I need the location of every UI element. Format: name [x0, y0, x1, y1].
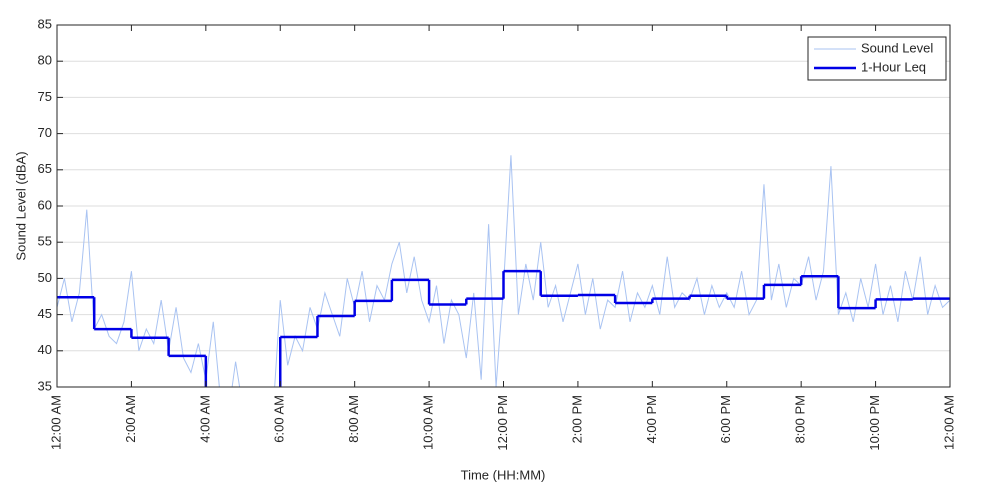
legend: Sound Level 1-Hour Leq	[807, 36, 947, 81]
x-tick-label: 6:00 PM	[718, 395, 733, 443]
x-tick-label: 12:00 AM	[941, 395, 956, 450]
plot-area	[57, 155, 950, 387]
x-tick-label: 2:00 AM	[123, 395, 138, 443]
x-tick-label: 12:00 AM	[48, 395, 63, 450]
y-tick-label: 70	[38, 125, 52, 140]
x-axis-label: Time (HH:MM)	[461, 467, 546, 482]
y-tick-label: 50	[38, 270, 52, 285]
x-tick-label: 6:00 AM	[272, 395, 287, 443]
y-tick-label: 80	[38, 53, 52, 68]
y-tick-label: 65	[38, 161, 52, 176]
axes: 35 40 45 50 55 60 65 70 75 80 85 12:00 AM 2:00 AM 4:0…	[38, 16, 957, 450]
x-tick-label: 4:00 PM	[644, 395, 659, 443]
x-tick-label: 8:00 AM	[346, 395, 361, 443]
y-tick-label: 35	[38, 378, 52, 393]
legend-box	[807, 36, 947, 81]
x-tick-label: 12:00 PM	[495, 395, 510, 451]
y-tick-label: 75	[38, 89, 52, 104]
x-tick-label: 2:00 PM	[569, 395, 584, 443]
y-tick-label: 55	[38, 234, 52, 249]
x-tick-label: 10:00 PM	[867, 395, 882, 451]
y-tick-label: 45	[38, 306, 52, 321]
y-axis-label: Sound Level (dBA)	[13, 151, 28, 260]
x-tick-label: 8:00 PM	[793, 395, 808, 443]
y-tick-label: 60	[38, 197, 52, 212]
legend-label: Sound Level	[861, 40, 933, 55]
legend-label: 1-Hour Leq	[861, 59, 926, 74]
y-tick-label: 40	[38, 342, 52, 357]
x-tick-label: 4:00 AM	[197, 395, 212, 443]
y-tick-label: 85	[38, 16, 52, 31]
x-tick-label: 10:00 AM	[421, 395, 436, 450]
